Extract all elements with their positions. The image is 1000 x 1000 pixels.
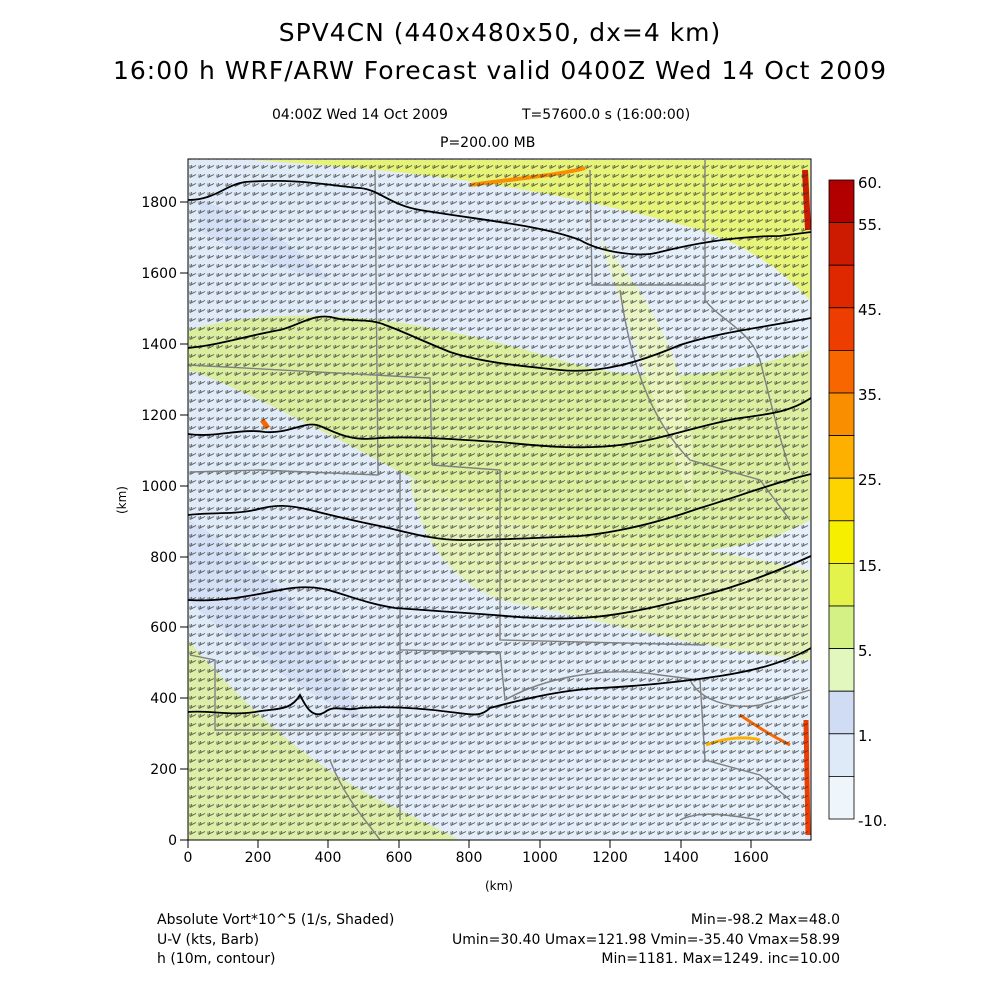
colorbar-label: 5.: [858, 642, 872, 660]
y-tick-label: 0: [168, 833, 177, 849]
height-field-label: h (10m, contour): [157, 951, 276, 967]
colorbar: [828, 179, 855, 820]
y-tick-label: 200: [150, 762, 177, 778]
colorbar-swatch: [828, 733, 855, 777]
valid-time: 04:00Z Wed 14 Oct 2009: [272, 107, 448, 123]
colorbar-label: 45.: [858, 301, 882, 319]
vorticity-field-stats: Min=-98.2 Max=48.0: [690, 912, 840, 928]
y-tick-label: 1200: [141, 408, 177, 424]
x-tick-label: 400: [315, 850, 342, 866]
y-tick-label: 1000: [141, 479, 177, 495]
colorbar-label: 15.: [858, 557, 882, 575]
colorbar-labels: 60. 55. 45. 35. 25. 15. 5. 1. -10.: [858, 174, 887, 830]
colorbar-label: 1.: [858, 727, 872, 745]
y-tick-label: 400: [150, 691, 177, 707]
colorbar-swatch: [828, 435, 855, 479]
colorbar-swatch: [828, 477, 855, 522]
title-line-1: SPV4CN (440x480x50, dx=4 km): [278, 18, 722, 47]
state-boundaries: [187, 160, 811, 841]
colorbar-label: -10.: [858, 812, 887, 830]
y-tick-label: 800: [150, 550, 177, 566]
x-tick-label: 1000: [522, 850, 558, 866]
colorbar-swatch: [828, 605, 855, 649]
x-tick-label: 1600: [733, 850, 769, 866]
y-axis-label: (km): [115, 486, 129, 514]
map-frame: [187, 158, 812, 841]
geopotential-contours: [187, 180, 812, 716]
x-axis: [187, 840, 752, 848]
x-tick-label: 200: [245, 850, 272, 866]
colorbar-swatch: [828, 392, 855, 436]
colorbar-swatch: [828, 648, 855, 692]
vorticity-field-label: Absolute Vort*10^5 (1/s, Shaded): [157, 912, 395, 928]
model-time: T=57600.0 s (16:00:00): [522, 107, 691, 123]
y-tick-label: 1400: [141, 337, 177, 353]
colorbar-label: 25.: [858, 471, 882, 489]
x-axis-label: (km): [485, 879, 513, 893]
y-tick-label: 1600: [141, 266, 177, 282]
y-tick-label: 600: [150, 620, 177, 636]
colorbar-swatch: [828, 179, 855, 223]
colorbar-label: 55.: [858, 216, 882, 234]
y-tick-labels: 0 200 400 600 800 1000 1200 1400 1600 18…: [141, 195, 177, 849]
x-tick-label: 1400: [663, 850, 699, 866]
pressure-level: P=200.00 MB: [440, 135, 536, 151]
colorbar-swatch: [828, 563, 855, 607]
x-tick-label: 1200: [592, 850, 628, 866]
colorbar-swatch: [828, 264, 855, 309]
colorbar-label: 60.: [858, 174, 882, 192]
height-field-stats: Min=1181. Max=1249. inc=10.00: [601, 951, 840, 967]
x-tick-label: 0: [184, 850, 193, 866]
colorbar-label: 35.: [858, 386, 882, 404]
title-line-2: 16:00 h WRF/ARW Forecast valid 0400Z Wed…: [112, 56, 888, 85]
colorbar-swatch: [828, 690, 855, 735]
colorbar-swatch: [828, 776, 855, 820]
x-tick-label: 800: [456, 850, 483, 866]
x-tick-labels: 0 200 400 600 800 1000 1200 1400 1600: [184, 850, 769, 866]
colorbar-swatch: [828, 520, 855, 564]
y-axis: [180, 201, 188, 841]
x-tick-label: 600: [386, 850, 413, 866]
colorbar-swatch: [828, 349, 855, 394]
y-tick-label: 1800: [141, 195, 177, 211]
wind-field-stats: Umin=30.40 Umax=121.98 Vmin=-35.40 Vmax=…: [451, 932, 840, 948]
colorbar-swatch: [828, 222, 855, 266]
colorbar-swatch: [828, 307, 855, 351]
wind-field-label: U-V (kts, Barb): [157, 932, 260, 948]
